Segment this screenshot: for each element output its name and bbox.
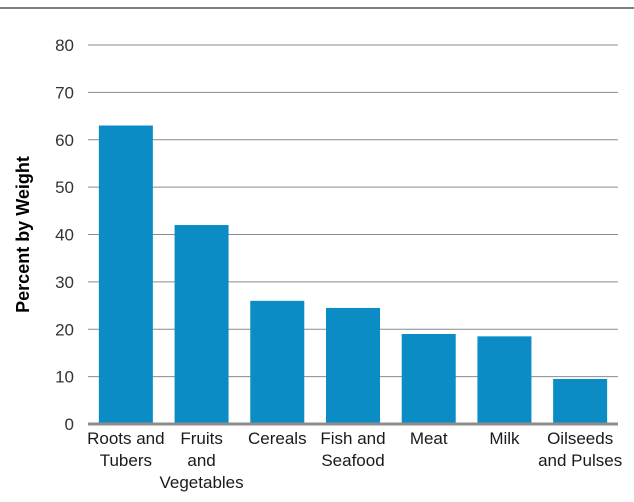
bar-1 (174, 225, 229, 424)
bar-4 (401, 333, 456, 424)
x-tick-label-line: Cereals (248, 429, 307, 448)
x-tick-label-line: Roots and (87, 429, 165, 448)
x-tick-label-line: Fish and (320, 429, 385, 448)
x-tick-label-2: Cereals (248, 429, 307, 448)
x-tick-label-line: Seafood (321, 451, 384, 470)
bar-6 (553, 378, 608, 424)
x-tick-label-4: Meat (410, 429, 448, 448)
x-tick-label-line: Meat (410, 429, 448, 448)
bars (98, 125, 608, 424)
x-tick-label-line: and Pulses (538, 451, 622, 470)
bar-2 (250, 300, 305, 424)
x-tick-label-line: Fruits (180, 429, 223, 448)
y-tick-label-30: 30 (55, 273, 74, 292)
x-tick-label-5: Milk (489, 429, 520, 448)
x-tick-label-line: Milk (489, 429, 520, 448)
y-tick-label-10: 10 (55, 368, 74, 387)
y-tick-label-40: 40 (55, 226, 74, 245)
y-axis-ticks: 0 10 20 30 40 50 60 70 80 (55, 36, 74, 434)
bar-3 (326, 307, 380, 424)
x-tick-label-1: Fruits and Vegetables (160, 429, 244, 492)
x-tick-label-3: Fish and Seafood (320, 429, 385, 470)
bar-0 (98, 125, 153, 424)
y-tick-label-70: 70 (55, 83, 74, 102)
x-tick-label-line: Tubers (100, 451, 152, 470)
y-tick-label-50: 50 (55, 178, 74, 197)
y-tick-label-80: 80 (55, 36, 74, 55)
x-tick-label-line: and (187, 451, 215, 470)
y-tick-label-0: 0 (65, 415, 74, 434)
x-tick-label-6: Oilseeds and Pulses (538, 429, 622, 470)
x-axis-labels: Roots and Tubers Fruits and Vegetables Cereal… (87, 429, 622, 492)
y-tick-label-60: 60 (55, 131, 74, 150)
y-axis-title: Percent by Weight (13, 156, 33, 313)
y-tick-label-20: 20 (55, 320, 74, 339)
x-tick-label-line: Oilseeds (547, 429, 613, 448)
x-tick-label-0: Roots and Tubers (87, 429, 165, 470)
x-tick-label-line: Vegetables (160, 473, 244, 492)
bar-5 (477, 336, 532, 424)
